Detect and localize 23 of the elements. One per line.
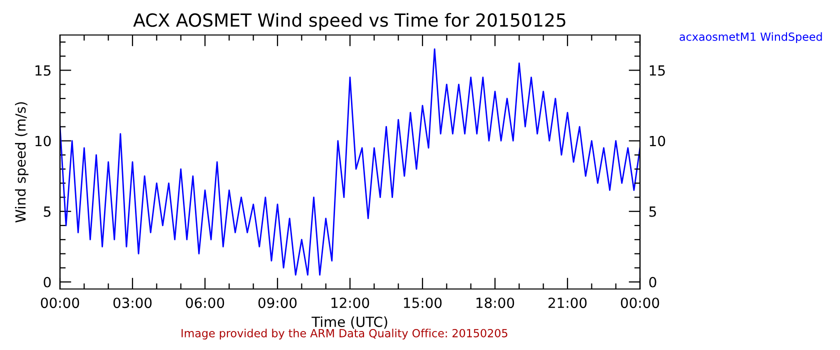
chart-title: ACX AOSMET Wind speed vs Time for 20150125 (133, 12, 566, 30)
y-tick-label: 5 (44, 206, 50, 217)
x-tick-label: 00:00 (40, 298, 80, 308)
x-axis-title: Time (UTC) (312, 316, 388, 329)
x-tick-label: 15:00 (404, 298, 442, 308)
x-tick-label: 09:00 (258, 298, 297, 308)
text: Image provided by the ARM Data Quality Office: 20150205 (182, 328, 508, 340)
x-tick-label: 06:00 (186, 298, 224, 308)
x-tick-label: 18:00 (476, 298, 514, 308)
text: acxaosmetM1 WindSpeed (680, 32, 822, 44)
line-series (60, 48, 640, 276)
y-axis-title: Wind speed (m/s) (14, 102, 28, 223)
y2-tick-label: 15 (650, 65, 665, 76)
y-tick-label: 10 (36, 136, 51, 146)
x-tick-label: 00:00 (620, 298, 660, 308)
x-tick-label: 03:00 (113, 298, 152, 308)
y2-tick-label: 0 (649, 276, 656, 288)
y2-tick-label: 10 (650, 136, 666, 146)
y-tick-label: 0 (44, 276, 51, 288)
x-tick-label: 12:00 (332, 298, 370, 308)
y-tick-label: 15 (36, 65, 50, 76)
x-tick-label: 21:00 (548, 298, 587, 308)
y2-tick-label: 5 (649, 206, 656, 217)
